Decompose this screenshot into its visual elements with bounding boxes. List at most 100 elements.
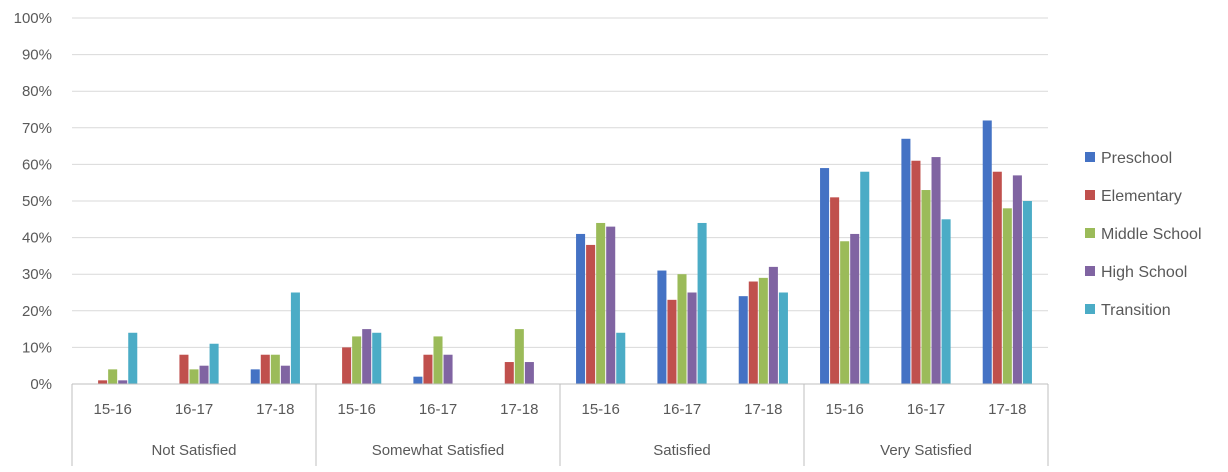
legend-label: Middle School [1101, 226, 1202, 243]
bar-elementary [179, 354, 189, 384]
y-tick-label: 60% [22, 156, 52, 173]
bar-high-school [850, 233, 860, 384]
bar-middle-school [352, 336, 362, 384]
x-group-label: Not Satisfied [151, 442, 236, 459]
y-tick-label: 0% [30, 376, 52, 393]
bar-middle-school [758, 277, 768, 384]
legend-item: Elementary [1085, 188, 1182, 205]
bar-transition [860, 171, 870, 384]
x-category-label: 15-16 [826, 401, 864, 418]
bar-transition [697, 222, 707, 384]
legend-item: Middle School [1085, 226, 1202, 243]
bar-transition [1022, 201, 1032, 384]
bar-middle-school [1002, 208, 1012, 384]
bar-transition [941, 219, 951, 384]
y-tick-label: 40% [22, 230, 52, 247]
legend-swatch [1085, 190, 1095, 200]
bar-preschool [820, 168, 830, 384]
bar-high-school [443, 354, 453, 384]
legend-swatch [1085, 304, 1095, 314]
bar-elementary [423, 354, 433, 384]
bars [98, 120, 1032, 384]
bar-middle-school [270, 354, 280, 384]
x-category-label: 15-16 [94, 401, 132, 418]
bar-middle-school [921, 190, 931, 384]
bar-elementary [911, 160, 921, 384]
legend-item: Transition [1085, 302, 1171, 319]
bar-transition [290, 292, 300, 384]
bar-transition [372, 332, 382, 384]
bar-preschool [413, 376, 423, 384]
bar-middle-school [108, 369, 118, 384]
x-axis-group-labels: Not Satisfied Somewhat Satisfied Satisfied… [151, 442, 971, 459]
bar-high-school [199, 365, 209, 384]
legend-swatch [1085, 228, 1095, 238]
bar-middle-school [677, 274, 687, 384]
legend-label: Preschool [1101, 150, 1172, 167]
bar-preschool [901, 138, 911, 384]
bar-high-school [931, 157, 941, 384]
x-axis-category-labels: 15-16 16-17 17-18 15-16 16-17 17-18 15-16 16-17… [94, 401, 1027, 418]
x-category-label: 17-18 [744, 401, 782, 418]
y-tick-label: 20% [22, 303, 52, 320]
bar-high-school [768, 266, 778, 384]
legend-swatch [1085, 152, 1095, 162]
y-axis-tick-labels: 0% 10% 20% 30% 40% 50% 60% 70% 80% 90% 100% [14, 10, 52, 393]
bar-high-school [687, 292, 697, 384]
bar-transition [209, 343, 219, 384]
y-tick-label: 70% [22, 120, 52, 137]
y-tick-label: 10% [22, 339, 52, 356]
legend-swatch [1085, 266, 1095, 276]
bar-middle-school [433, 336, 443, 384]
bar-elementary [586, 244, 596, 384]
legend-item: High School [1085, 264, 1187, 281]
x-category-label: 16-17 [419, 401, 457, 418]
bar-transition [616, 332, 626, 384]
bar-high-school [606, 226, 616, 384]
x-category-label: 15-16 [338, 401, 376, 418]
bar-preschool [982, 120, 992, 384]
y-tick-label: 30% [22, 266, 52, 283]
legend: Preschool Elementary Middle School High Sch… [1085, 150, 1202, 319]
bar-high-school [280, 365, 290, 384]
x-category-label: 17-18 [500, 401, 538, 418]
x-category-label: 15-16 [582, 401, 620, 418]
bar-elementary [504, 362, 514, 384]
gridlines [72, 17, 1048, 348]
bar-elementary [98, 380, 108, 384]
x-group-label: Very Satisfied [880, 442, 972, 459]
x-category-label: 16-17 [907, 401, 945, 418]
x-category-label: 16-17 [663, 401, 701, 418]
bar-elementary [992, 171, 1002, 384]
y-tick-label: 90% [22, 47, 52, 64]
bar-elementary [748, 281, 758, 384]
y-tick-label: 80% [22, 83, 52, 100]
legend-label: Elementary [1101, 188, 1182, 205]
legend-item: Preschool [1085, 150, 1172, 167]
x-category-label: 16-17 [175, 401, 213, 418]
bar-preschool [576, 233, 586, 384]
x-axis [71, 383, 1049, 466]
bar-transition [778, 292, 788, 384]
bar-elementary [342, 347, 352, 384]
y-tick-label: 50% [22, 193, 52, 210]
bar-middle-school [189, 369, 199, 384]
bar-transition [128, 332, 138, 384]
x-category-label: 17-18 [988, 401, 1026, 418]
bar-elementary [260, 354, 270, 384]
bar-high-school [118, 380, 128, 384]
legend-label: High School [1101, 264, 1187, 281]
bar-high-school [524, 362, 534, 384]
bar-middle-school [514, 329, 524, 384]
x-group-label: Somewhat Satisfied [372, 442, 505, 459]
bar-high-school [1012, 175, 1022, 384]
bar-elementary [667, 299, 677, 384]
bar-middle-school [840, 241, 850, 384]
y-tick-label: 100% [14, 10, 52, 27]
bar-middle-school [596, 222, 606, 384]
bar-preschool [657, 270, 667, 384]
legend-label: Transition [1101, 302, 1171, 319]
bar-preschool [738, 296, 748, 384]
bar-elementary [830, 197, 840, 384]
